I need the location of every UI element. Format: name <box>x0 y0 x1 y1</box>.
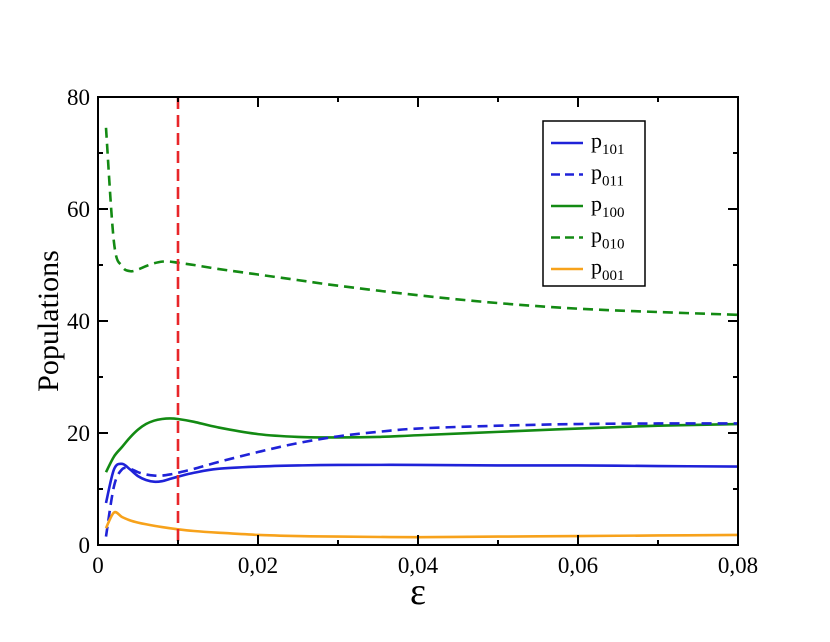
series-line-p011 <box>104 422 739 537</box>
legend-label-p001: p001 <box>591 254 625 284</box>
y-tick-label: 0 <box>79 533 91 558</box>
legend-label-p101: p101 <box>591 128 625 158</box>
x-tick-label: 0,02 <box>238 553 278 578</box>
series-line-p010 <box>104 127 739 317</box>
y-tick-label: 80 <box>67 85 90 110</box>
x-tick-label: 0,06 <box>558 553 598 578</box>
series-line-p001 <box>104 510 739 539</box>
axis-ticks: 0 0,02 0,04 0,06 0,08 0 20 40 60 80 <box>67 85 758 578</box>
y-tick-label: 40 <box>67 309 90 334</box>
legend-label-p011: p011 <box>591 160 624 190</box>
x-axis-label: ε <box>410 571 426 613</box>
legend-box <box>542 120 646 287</box>
x-tick-label: 0,04 <box>398 553 439 578</box>
series-line-p101 <box>104 462 739 504</box>
x-tick-label: 0,08 <box>718 553 758 578</box>
series-line-p100 <box>104 417 739 473</box>
y-axis-label: Populations <box>32 250 65 392</box>
y-tick-label: 20 <box>67 421 90 446</box>
series-layer <box>104 127 739 539</box>
legend-label-p100: p100 <box>591 191 625 221</box>
y-tick-label: 60 <box>67 197 90 222</box>
legend-label-p010: p010 <box>591 223 625 253</box>
x-tick-label: 0 <box>92 553 104 578</box>
